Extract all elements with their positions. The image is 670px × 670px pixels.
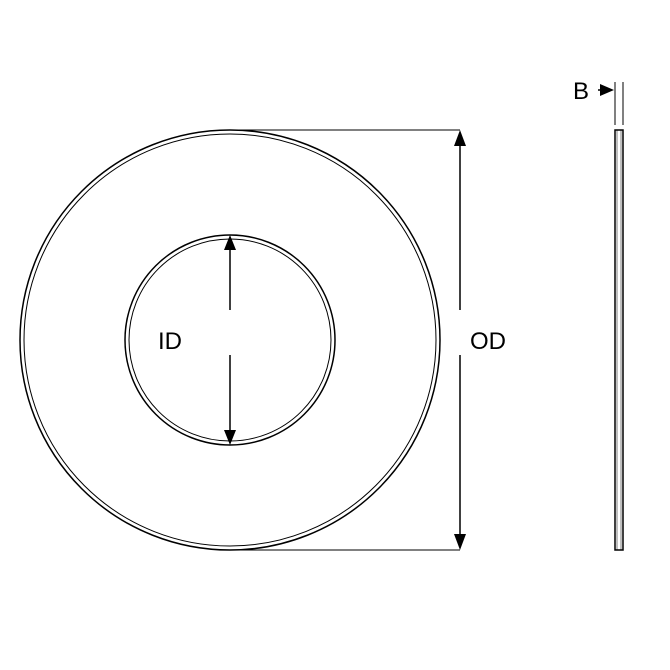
id-label: ID: [158, 328, 182, 356]
b-arrowhead: [600, 84, 614, 96]
od-arrowhead-bottom: [454, 534, 466, 550]
washer-diagram: ID OD B: [0, 0, 670, 670]
od-label: OD: [470, 328, 506, 356]
od-arrowhead-top: [454, 130, 466, 146]
id-arrowhead-top: [224, 235, 236, 250]
diagram-svg: [0, 0, 670, 670]
washer-side-view: [615, 130, 623, 550]
b-label: B: [573, 78, 589, 106]
outer-circle-outer: [20, 130, 440, 550]
outer-circle-inner: [24, 134, 436, 546]
id-arrowhead-bottom: [224, 430, 236, 445]
